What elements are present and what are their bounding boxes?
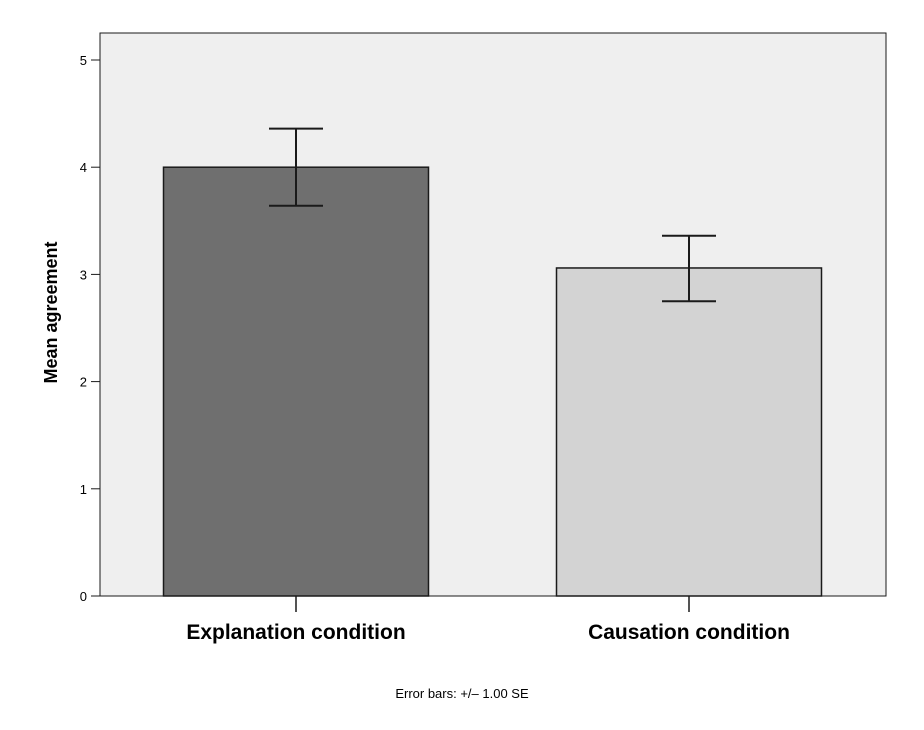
bar-2 <box>555 267 823 597</box>
error-bar-2 <box>662 234 716 303</box>
bar-1 <box>162 166 430 597</box>
x-tick-label: Explanation condition <box>186 621 405 644</box>
y-tick-label: 0 <box>80 589 87 604</box>
y-tick-label: 2 <box>80 375 87 390</box>
error-bar-note: Error bars: +/– 1.00 SE <box>395 686 529 701</box>
error-bar-1 <box>269 127 323 207</box>
y-tick-label: 4 <box>80 160 87 175</box>
y-axis-title: Mean agreement <box>41 241 61 383</box>
y-tick-label: 1 <box>80 482 87 497</box>
y-tick-label: 5 <box>80 53 87 68</box>
x-tick-label: Causation condition <box>588 621 790 644</box>
y-tick-label: 3 <box>80 267 87 282</box>
